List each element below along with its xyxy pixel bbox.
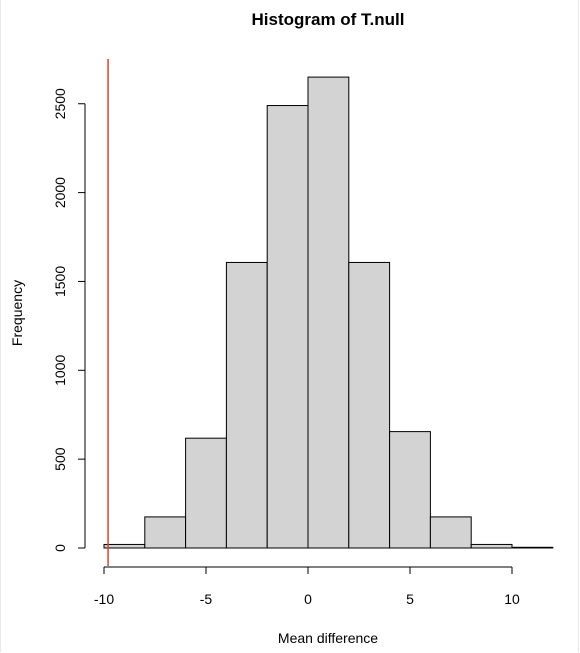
x-tick-label-3: 0: [304, 591, 312, 607]
histogram-bar-5: [266, 105, 309, 549]
y-tick-label-4: 1500: [52, 266, 68, 297]
histogram-bar-4: [225, 261, 268, 549]
x-tick-label-1: -10: [94, 591, 114, 607]
x-tick-label-5: 10: [504, 591, 520, 607]
histogram-bar-7: [348, 261, 391, 549]
histogram-bar-9: [429, 516, 472, 549]
y-axis: 0 500 1000 1500 2000 2500: [52, 88, 86, 552]
histogram-bar-3: [185, 437, 227, 549]
histogram-bar-10: [470, 543, 513, 549]
y-tick-label-3: 1000: [52, 355, 68, 386]
x-tick-label-4: 5: [406, 591, 414, 607]
histogram-bar-1: [103, 543, 146, 549]
y-axis-label: Frequency: [9, 280, 25, 346]
histogram-bar-6: [307, 76, 350, 549]
x-tick-label-2: -5: [200, 591, 213, 607]
histogram-bar-8: [389, 431, 431, 549]
x-axis: -10 -5 0 5 10: [94, 566, 520, 607]
histogram-bars: [103, 76, 554, 549]
histogram-bar-2: [144, 516, 187, 549]
y-tick-label-2: 500: [52, 447, 68, 471]
histogram-bar-11: [511, 546, 554, 549]
chart-title: Histogram of T.null: [252, 10, 405, 29]
x-axis-label: Mean difference: [278, 630, 378, 646]
y-tick-label-6: 2500: [52, 88, 68, 119]
y-tick-label-1: 0: [52, 544, 68, 552]
y-tick-label-5: 2000: [52, 177, 68, 208]
